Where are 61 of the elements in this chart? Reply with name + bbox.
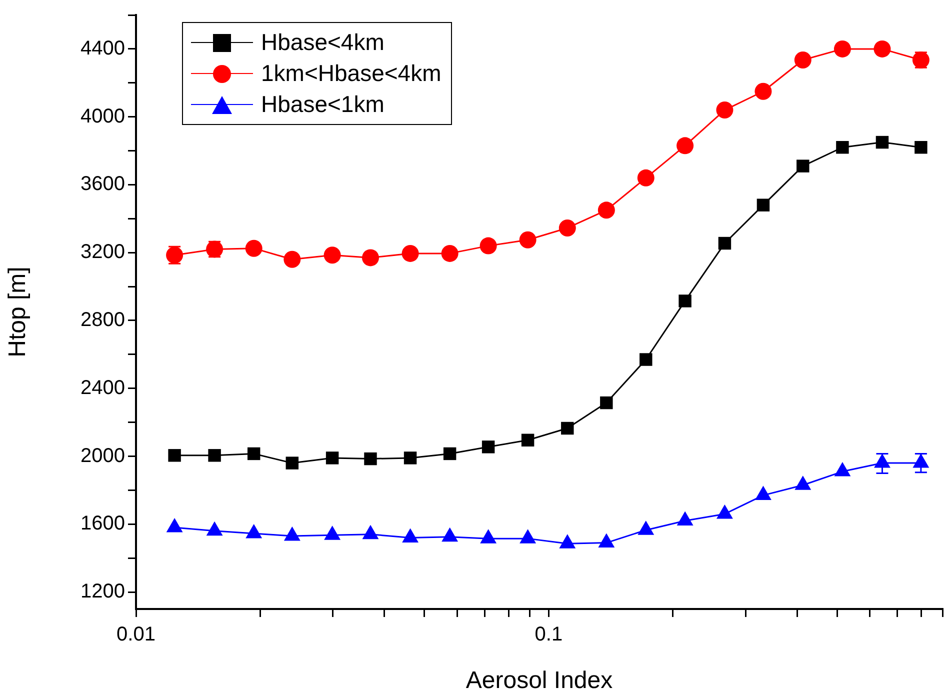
point <box>836 141 849 154</box>
y-tick-label: 4400 <box>80 37 125 60</box>
point <box>284 250 301 268</box>
y-tick-label: 2000 <box>80 444 125 467</box>
point <box>521 434 534 446</box>
y-axis-title: Htop [m] <box>4 266 32 358</box>
y-tick-label: 1200 <box>80 580 125 603</box>
y-tick-label: 2800 <box>80 309 125 331</box>
point <box>402 244 419 262</box>
point <box>246 524 262 538</box>
point <box>874 40 891 58</box>
legend-label: Hbase<4km <box>261 29 384 56</box>
x-tick-label: 0.1 <box>534 624 563 646</box>
point <box>676 137 694 154</box>
point <box>716 102 734 119</box>
point <box>480 237 497 254</box>
y-tick-label: 1600 <box>80 512 125 535</box>
point <box>794 51 812 68</box>
point <box>558 219 576 236</box>
point <box>716 504 733 519</box>
point <box>598 202 615 219</box>
legend-label: Hbase<1km <box>261 91 384 118</box>
point <box>754 82 772 100</box>
x-tick-label: 0.01 <box>116 624 156 646</box>
point <box>324 526 341 540</box>
point <box>834 40 851 58</box>
point <box>520 529 536 544</box>
point <box>324 246 341 264</box>
point <box>678 294 692 308</box>
x-axis-title: Aerosol Index <box>466 667 613 694</box>
y-tick-label: 2400 <box>80 376 125 399</box>
point <box>834 462 851 476</box>
point <box>876 136 889 149</box>
point <box>362 249 379 266</box>
point <box>402 528 419 542</box>
legend-label: 1km<Hbase<4km <box>261 60 442 87</box>
point <box>206 521 223 536</box>
point <box>600 396 613 410</box>
point <box>718 236 732 250</box>
point <box>284 526 300 541</box>
point <box>442 527 458 542</box>
point <box>756 198 770 212</box>
y-tick-label: 3600 <box>80 173 125 196</box>
point <box>638 520 654 535</box>
point <box>794 476 812 490</box>
point <box>676 511 694 526</box>
point <box>637 169 654 186</box>
point <box>598 533 615 548</box>
point <box>245 240 262 257</box>
point <box>166 518 183 532</box>
y-tick-label: 3200 <box>80 241 125 264</box>
point <box>640 353 652 366</box>
point <box>480 529 497 544</box>
point <box>362 524 379 540</box>
point <box>754 486 772 500</box>
point <box>559 534 576 548</box>
point <box>914 141 928 154</box>
point <box>441 244 458 262</box>
y-tick-label: 4000 <box>80 105 125 128</box>
point <box>519 231 536 248</box>
point <box>796 160 810 172</box>
